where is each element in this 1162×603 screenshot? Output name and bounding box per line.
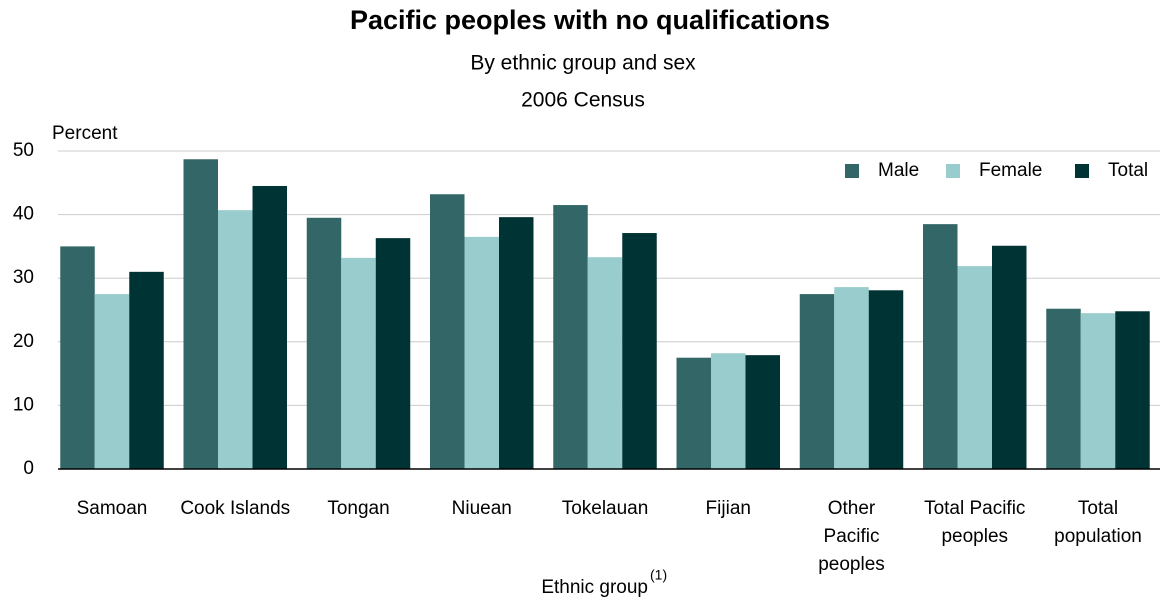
bar [499,217,534,469]
x-tick-label: Cook Islands [180,498,290,519]
x-tick-label: Tongan [327,498,389,519]
chart-subtitle: By ethnic group and sex [470,52,696,75]
bar [553,205,588,469]
x-tick-label: Tokelauan [562,498,649,519]
x-tick-label: population [1054,526,1142,547]
bar [676,357,711,469]
bar [834,287,869,469]
legend-swatch [1075,164,1089,178]
x-axis-label-note: (1) [650,567,667,583]
bar [799,294,835,469]
x-tick-label: Total Pacific [924,498,1025,519]
bar [464,236,499,469]
legend-label: Total [1108,160,1148,181]
x-tick-label: Fijian [706,498,751,519]
bar [992,245,1027,469]
bar [183,159,218,469]
legend-label: Male [878,160,919,181]
legend-swatch [845,164,859,178]
bar [868,290,904,469]
x-tick-label: Niuean [452,498,512,519]
x-tick-label: Other [828,498,876,519]
x-tick-label: Samoan [77,498,148,519]
bar [341,257,376,469]
y-tick-label: 40 [13,204,34,225]
bar [1115,311,1150,469]
bar [375,238,411,469]
bar [430,194,465,470]
bar [218,210,253,469]
y-tick-label: 20 [13,331,34,352]
chart-title: Pacific peoples with no qualifications [350,5,830,35]
legend-label: Female [979,160,1042,181]
x-tick-label: Pacific [824,526,880,547]
bar [745,355,780,469]
y-axis-label: Percent [52,123,118,144]
x-tick-label: peoples [818,554,885,575]
y-tick-label: 50 [13,140,34,161]
bar [587,257,623,469]
bar [1046,308,1081,469]
bar [129,271,164,469]
x-tick-label: Total [1078,498,1118,519]
chart-subtitle: 2006 Census [521,89,645,112]
bar [94,294,130,469]
x-tick-label: peoples [941,526,1008,547]
bar [252,185,287,470]
bar [923,224,958,469]
bar [711,353,746,469]
bar [957,266,992,469]
bar [60,246,95,469]
bar [1080,313,1116,469]
y-tick-label: 0 [23,458,34,479]
x-axis-label: Ethnic group [541,577,648,598]
legend-swatch [946,164,960,178]
bar [306,217,342,469]
y-tick-label: 10 [13,394,34,415]
bar [622,233,657,469]
y-tick-label: 30 [13,267,34,288]
